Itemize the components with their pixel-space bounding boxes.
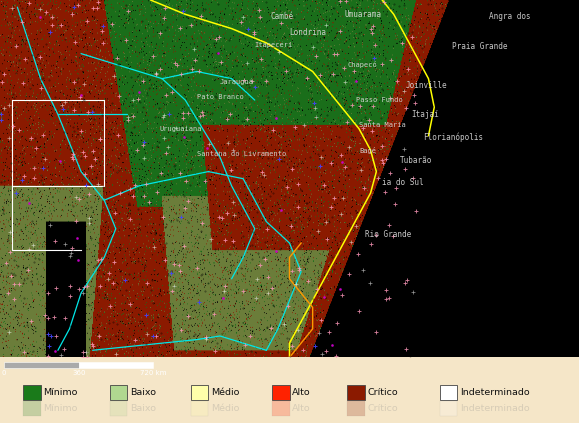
Text: Angra dos: Angra dos (489, 11, 531, 21)
Bar (191, 401, 208, 416)
Text: Londrina: Londrina (290, 27, 327, 37)
Text: 0: 0 (2, 370, 6, 376)
Text: Uruguaiana: Uruguaiana (159, 126, 201, 132)
Text: 360: 360 (72, 370, 86, 376)
Bar (272, 401, 290, 416)
Bar (79, 362, 153, 368)
Bar (440, 385, 457, 400)
Text: Mínimo: Mínimo (43, 404, 78, 413)
Bar (4, 362, 79, 368)
Text: Alto: Alto (292, 388, 311, 397)
Text: Praia Grande: Praia Grande (452, 42, 507, 51)
Text: Indeterminado: Indeterminado (460, 388, 530, 397)
Text: Baixo: Baixo (130, 388, 156, 397)
Text: Florianópolis: Florianópolis (423, 133, 483, 143)
Text: Itajaí: Itajaí (411, 110, 439, 119)
Bar (191, 385, 208, 400)
Text: Chapecó: Chapecó (347, 61, 377, 68)
Text: Indeterminado: Indeterminado (460, 404, 530, 413)
Text: Baixo: Baixo (130, 404, 156, 413)
Bar (272, 385, 290, 400)
Text: Umuarama: Umuarama (345, 10, 382, 19)
Text: Rio Grande: Rio Grande (365, 230, 411, 239)
Text: Itapeceri: Itapeceri (255, 42, 293, 48)
Text: Bagé: Bagé (359, 147, 376, 154)
Bar (23, 385, 41, 400)
Text: Pato Branco: Pato Branco (197, 93, 244, 99)
Text: Médio: Médio (211, 388, 240, 397)
Text: Cambé: Cambé (271, 11, 294, 21)
Text: Santa Maria: Santa Maria (359, 122, 406, 128)
Text: Mínimo: Mínimo (43, 388, 78, 397)
Text: Alto: Alto (292, 404, 311, 413)
Bar (110, 385, 127, 400)
Bar (110, 401, 127, 416)
Bar (347, 401, 365, 416)
Text: Passo Fundo: Passo Fundo (356, 97, 403, 103)
Text: Médio: Médio (211, 404, 240, 413)
Text: Crítico: Crítico (368, 404, 398, 413)
Text: Joinville: Joinville (405, 81, 447, 90)
Text: Crítico: Crítico (368, 388, 398, 397)
Text: ia do Sul: ia do Sul (382, 178, 424, 187)
Bar (347, 385, 365, 400)
Text: 720 km: 720 km (140, 370, 167, 376)
Bar (440, 401, 457, 416)
Bar (23, 401, 41, 416)
Text: Tubarão: Tubarão (400, 157, 432, 165)
Text: Jarauguá: Jarauguá (220, 79, 254, 85)
Text: Santana do Livramento: Santana do Livramento (197, 151, 286, 157)
